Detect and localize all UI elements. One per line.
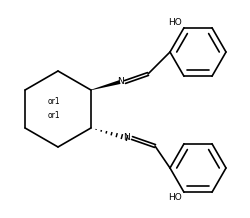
Text: or1: or1: [48, 97, 60, 107]
Text: HO: HO: [168, 193, 182, 202]
Text: HO: HO: [168, 18, 182, 27]
Text: N: N: [124, 133, 130, 143]
Text: or1: or1: [48, 111, 60, 121]
Text: N: N: [116, 78, 123, 87]
Polygon shape: [91, 80, 120, 90]
